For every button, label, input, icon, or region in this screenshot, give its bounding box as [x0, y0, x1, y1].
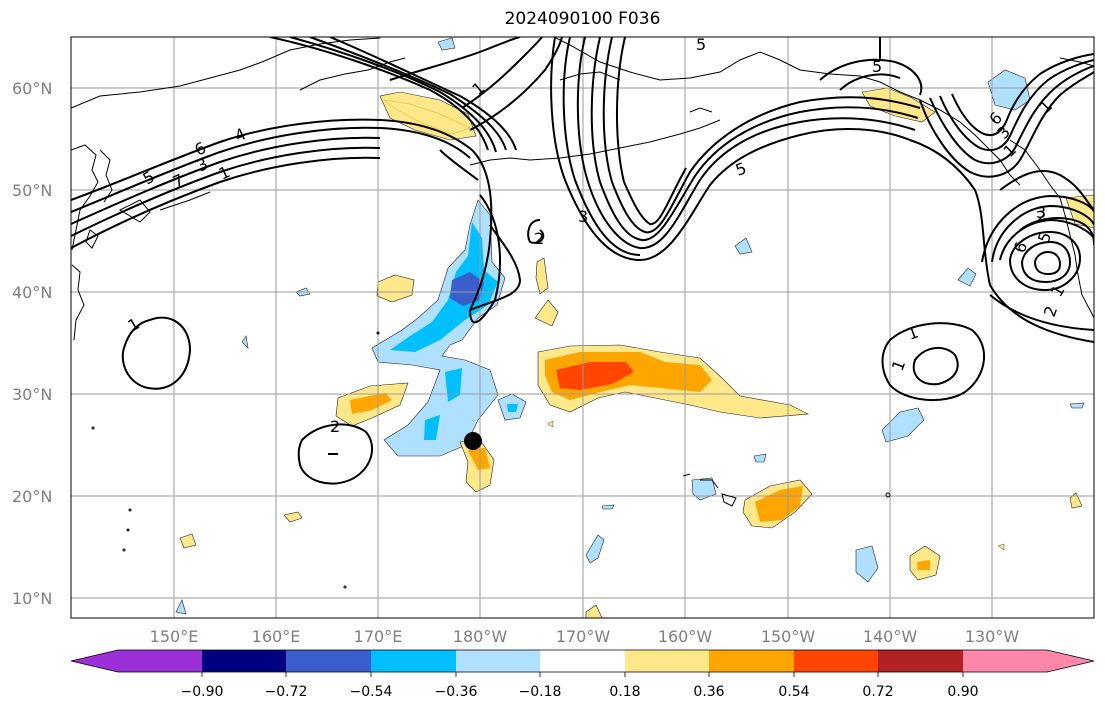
lon-label: 130°W — [965, 627, 1020, 646]
lon-label: 140°W — [863, 627, 918, 646]
colorbar-tick-label: 0.18 — [609, 684, 640, 700]
coastlines — [71, 37, 1094, 589]
lon-label: 160°W — [658, 627, 713, 646]
colorbar-tick-label: −0.36 — [435, 684, 478, 700]
contour-label: 3 — [578, 207, 588, 226]
lon-label: 160°E — [252, 627, 301, 646]
latitude-labels: 60°N 50°N 40°N 30°N 20°N 10°N — [12, 79, 52, 608]
lon-label: 180°W — [453, 627, 508, 646]
storm-center-marker — [464, 432, 482, 450]
colorbar-segment — [118, 650, 202, 672]
lat-label: 40°N — [12, 283, 52, 302]
contour-label: 2 — [330, 417, 340, 436]
contour-lines — [71, 37, 1094, 485]
colorbar-tick-label: 0.90 — [947, 684, 978, 700]
colorbar-segment — [963, 650, 1047, 672]
colorbar-tick-label: 0.54 — [778, 684, 809, 700]
lon-label: 150°E — [150, 627, 199, 646]
colorbar-segment — [71, 650, 118, 672]
lon-label: 150°W — [761, 627, 816, 646]
colorbar-tick-label: 0.36 — [693, 684, 724, 700]
colorbar-segment — [456, 650, 540, 672]
longitude-labels: 150°E 160°E 170°E 180°W 170°W 160°W 150°… — [150, 627, 1020, 646]
lat-label: 50°N — [12, 181, 52, 200]
contour-label: 5 — [696, 35, 706, 54]
colorbar-segment — [202, 650, 286, 672]
colorbar-segment — [1047, 650, 1094, 672]
figure-title: 2024090100 F036 — [504, 9, 661, 29]
colorbar-segment — [286, 650, 371, 672]
lat-label: 30°N — [12, 385, 52, 404]
lat-label: 20°N — [12, 487, 52, 506]
colorbar-segment — [709, 650, 794, 672]
colorbar-segment — [625, 650, 709, 672]
colorbar-tick-label: −0.72 — [265, 684, 308, 700]
map-frame — [70, 36, 1095, 619]
positive-anomaly-shading — [179, 87, 1094, 618]
colorbar-tick-label: −0.18 — [519, 684, 562, 700]
colorbar-tick-label: 0.72 — [862, 684, 893, 700]
contour-label: 5 — [872, 57, 882, 76]
lon-label: 170°W — [556, 627, 611, 646]
negative-anomaly-shading — [175, 37, 1085, 615]
contour-label: 2 — [1036, 207, 1046, 226]
contour-label: 2 — [534, 229, 544, 248]
lat-label: 60°N — [12, 79, 52, 98]
colorbar-segment — [371, 650, 456, 672]
colorbar-segment — [540, 650, 625, 672]
colorbar-segment — [794, 650, 878, 672]
lon-label: 170°E — [354, 627, 403, 646]
colorbar-tick-label: −0.54 — [350, 684, 393, 700]
colorbar-segment — [878, 650, 963, 672]
contour-label: 3 — [1036, 203, 1046, 222]
lat-label: 10°N — [12, 589, 52, 608]
colorbar: −0.90 −0.72 −0.54 −0.36 −0.18 0.18 0.36 … — [70, 649, 1095, 700]
colorbar-tick-label: −0.90 — [181, 684, 224, 700]
